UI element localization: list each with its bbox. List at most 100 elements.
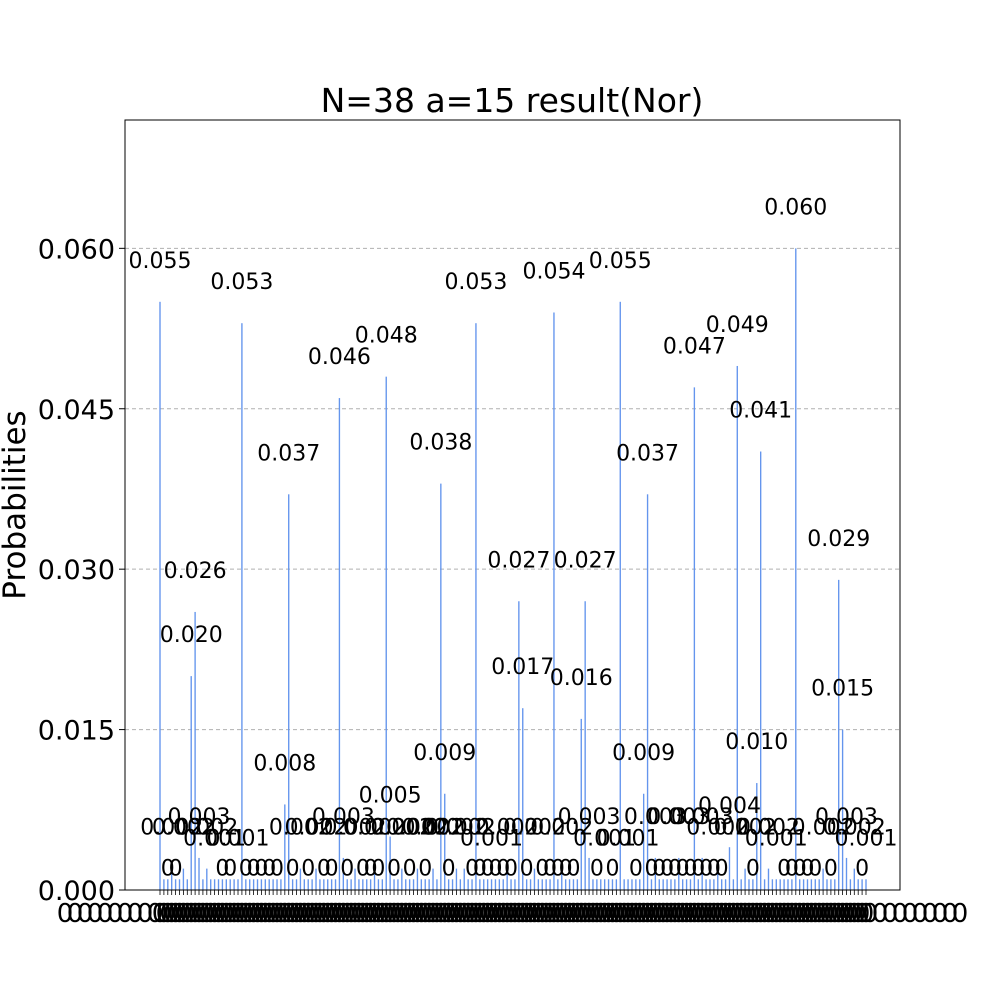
x-tick-label: 0 <box>760 899 777 929</box>
bar <box>728 847 731 890</box>
data-label: 0.053 <box>444 270 507 295</box>
x-tick-label: 0 <box>511 899 528 929</box>
bar <box>190 676 192 890</box>
x-tick-label: 0 <box>690 899 707 929</box>
x-tick-label: 0 <box>444 899 461 929</box>
bar <box>260 879 263 890</box>
data-label: 0.002 <box>324 816 387 841</box>
x-tick-label: 0 <box>608 899 625 929</box>
data-label-small: 0 <box>356 856 370 881</box>
x-tick-label: 0 <box>429 899 446 929</box>
bar <box>416 868 419 890</box>
x-tick-label: 0 <box>717 899 734 929</box>
data-label-small: 0 <box>785 856 799 881</box>
x-tick-label: 0 <box>745 899 762 929</box>
bar <box>483 879 485 890</box>
bar <box>853 868 855 890</box>
x-tick-label: 0 <box>573 899 590 929</box>
bar <box>681 879 684 890</box>
bar <box>596 879 598 890</box>
bar <box>221 879 224 890</box>
bar <box>717 868 719 890</box>
x-tick-label: 0 <box>355 899 372 929</box>
x-tick-label: 0 <box>175 899 192 929</box>
data-label: 0.016 <box>550 666 613 691</box>
x-tick-label: 0 <box>479 899 496 929</box>
bar <box>631 879 633 890</box>
x-tick-label: 0 <box>612 899 629 929</box>
x-tick-label: 0 <box>77 899 94 929</box>
bar <box>385 376 387 891</box>
bar <box>592 879 594 890</box>
bar <box>342 857 345 890</box>
x-tick-label: 0 <box>241 899 258 929</box>
bar <box>182 868 185 890</box>
x-tick-label: 0 <box>214 899 231 929</box>
bar <box>580 718 582 890</box>
x-tick-label: 0 <box>733 899 750 929</box>
bar <box>607 879 610 890</box>
bar <box>358 879 360 890</box>
data-label-small: 0 <box>699 856 713 881</box>
data-label-small: 0 <box>660 856 674 881</box>
data-label: 0.005 <box>359 784 422 809</box>
data-label-small: 0 <box>215 856 229 881</box>
bar <box>330 879 333 890</box>
x-tick-label: 0 <box>776 899 793 929</box>
bar <box>311 879 313 890</box>
data-label-small: 0 <box>605 856 619 881</box>
data-label-small: 0 <box>800 856 814 881</box>
x-tick-label: 0 <box>643 899 660 929</box>
x-tick-label: 0 <box>791 899 808 929</box>
bar <box>408 879 411 890</box>
data-label-small: 0 <box>340 856 354 881</box>
y-tick-label: 0.045 <box>38 395 115 426</box>
y-tick-label: 0.015 <box>38 716 115 747</box>
bar <box>678 857 680 890</box>
y-axis-label: Probabilities <box>0 410 33 599</box>
bar <box>553 312 555 890</box>
bar <box>806 879 809 890</box>
x-tick-label: 0 <box>872 899 889 929</box>
x-tick-label: 0 <box>922 899 939 929</box>
data-label: 0.002 <box>343 816 406 841</box>
x-tick-label: 0 <box>401 899 418 929</box>
x-tick-label: 0 <box>171 899 188 929</box>
data-label: 0.002 <box>823 816 886 841</box>
bar <box>841 729 844 890</box>
bar <box>705 879 707 890</box>
bar <box>299 868 302 890</box>
bar <box>486 879 489 890</box>
x-tick-label: 0 <box>117 899 134 929</box>
bar <box>666 879 668 890</box>
bar <box>498 879 501 890</box>
data-label: 0.001 <box>835 826 898 851</box>
data-label: 0.002 <box>386 816 449 841</box>
x-tick-label: 0 <box>265 899 282 929</box>
x-tick-label: 0 <box>596 899 613 929</box>
data-label-small: 0 <box>746 856 760 881</box>
x-tick-label: 0 <box>846 899 863 929</box>
x-tick-label: 0 <box>358 899 375 929</box>
bar <box>522 708 524 890</box>
x-tick-label: 0 <box>468 899 485 929</box>
data-label: 0.003 <box>671 805 734 830</box>
x-tick-label: 0 <box>288 899 305 929</box>
data-label: 0.037 <box>616 441 679 466</box>
bar <box>783 879 785 890</box>
x-tick-label: 0 <box>351 899 368 929</box>
x-tick-label: 0 <box>163 899 180 929</box>
x-tick-label: 0 <box>721 899 738 929</box>
x-tick-label: 0 <box>331 899 348 929</box>
x-tick-label: 0 <box>323 899 340 929</box>
bar <box>369 879 372 890</box>
data-label: 0.060 <box>764 195 827 220</box>
data-label-small: 0 <box>488 856 502 881</box>
bar <box>424 879 426 890</box>
data-label-small: 0 <box>247 856 261 881</box>
data-label: 0.003 <box>558 805 621 830</box>
bar <box>315 868 317 890</box>
x-tick-label: 0 <box>107 899 124 929</box>
x-tick-label: 0 <box>854 899 871 929</box>
